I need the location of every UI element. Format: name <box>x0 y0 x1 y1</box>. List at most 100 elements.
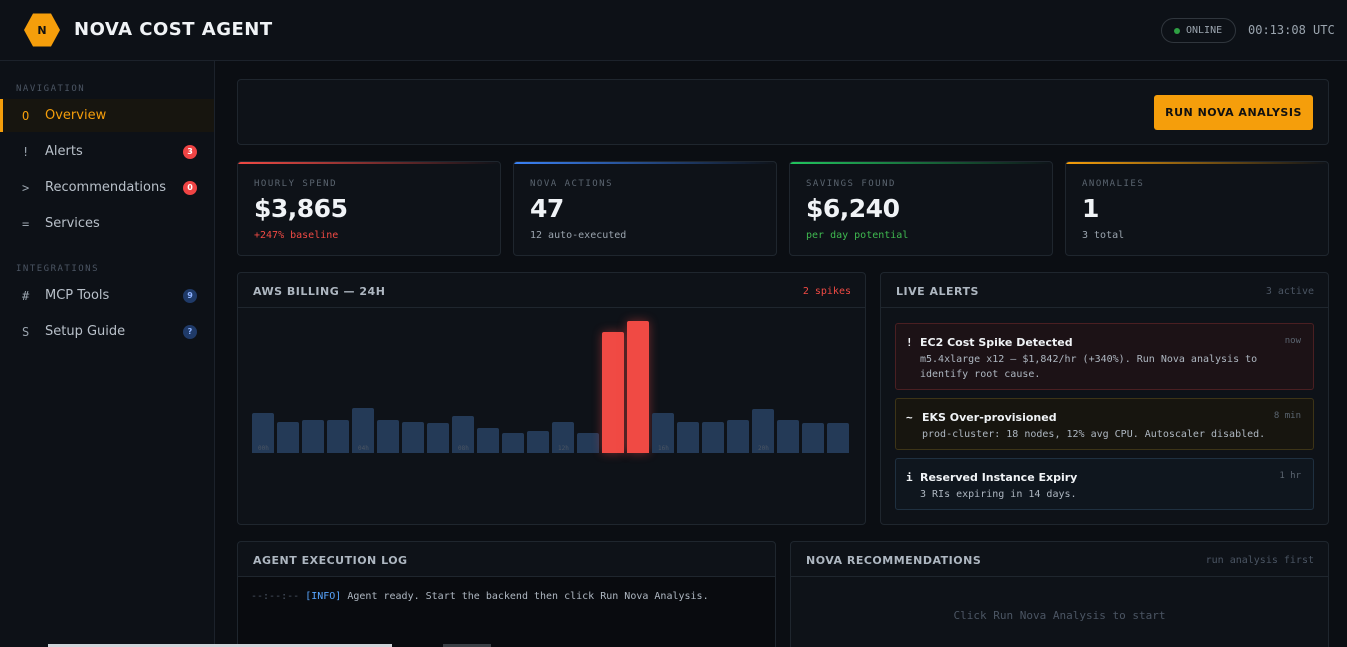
billing-bar[interactable] <box>577 433 599 453</box>
stat-accent-bar <box>1066 162 1328 164</box>
app-title: NOVA COST AGENT <box>74 19 273 40</box>
services-icon: = <box>22 216 30 231</box>
billing-bar[interactable] <box>477 428 499 453</box>
billing-bar[interactable] <box>702 422 724 453</box>
billing-bar[interactable] <box>352 408 374 453</box>
alert-body: m5.4xlarge x12 — $1,842/hr (+340%). Run … <box>920 354 1258 380</box>
billing-bar[interactable] <box>827 423 849 453</box>
billing-bar[interactable] <box>452 416 474 453</box>
billing-bar[interactable] <box>302 420 324 453</box>
horizontal-scrollbar[interactable] <box>48 644 392 647</box>
tilde-icon: ~ <box>906 411 913 424</box>
log-console[interactable]: --:--:-- [INFO] Agent ready. Start the b… <box>238 577 775 647</box>
billing-bar[interactable] <box>727 420 749 453</box>
panel-title: AGENT EXECUTION LOG <box>253 554 408 567</box>
stat-label: HOURLY SPEND <box>254 179 338 189</box>
x-tick-label: 04h <box>358 445 369 452</box>
mcp-tools-icon: # <box>22 288 30 303</box>
billing-bar[interactable] <box>752 409 774 453</box>
spike-bar[interactable] <box>602 332 624 453</box>
alert-body: 3 RIs expiring in 14 days. <box>920 489 1077 500</box>
log-level: [INFO] <box>305 591 342 602</box>
divider <box>238 576 775 577</box>
overview-icon: O <box>22 108 30 123</box>
stat-card-savings-found: SAVINGS FOUND $6,240 per day potential <box>789 161 1053 256</box>
panel-title: LIVE ALERTS <box>896 285 979 298</box>
divider <box>791 576 1328 577</box>
alert-item-ri-expiry[interactable]: i Reserved Instance Expiry 1 hr 3 RIs ex… <box>895 458 1314 510</box>
billing-bar[interactable] <box>427 423 449 453</box>
billing-bar[interactable] <box>777 420 799 453</box>
log-entry: --:--:-- [INFO] Agent ready. Start the b… <box>251 591 709 602</box>
action-bar: RUN NOVA ANALYSIS <box>237 79 1329 145</box>
recommendations-icon: > <box>22 180 30 195</box>
stat-accent-bar <box>514 162 776 164</box>
empty-state: Click Run Nova Analysis to start <box>953 609 1166 622</box>
billing-bar[interactable] <box>377 420 399 453</box>
x-tick-label: 12h <box>558 445 569 452</box>
billing-bar[interactable] <box>402 422 424 453</box>
alert-body: prod-cluster: 18 nodes, 12% avg CPU. Aut… <box>922 429 1266 440</box>
sidebar-item-label: Setup Guide <box>45 324 126 339</box>
scrollbar-thumb[interactable] <box>443 644 491 647</box>
divider <box>881 307 1328 308</box>
billing-bar[interactable] <box>802 423 824 453</box>
alert-item-ec2-spike[interactable]: ! EC2 Cost Spike Detected now m5.4xlarge… <box>895 323 1314 390</box>
info-icon: i <box>906 471 913 484</box>
log-timestamp: --:--:-- <box>251 591 300 602</box>
nova-recommendations-panel: NOVA RECOMMENDATIONS run analysis first … <box>790 541 1329 647</box>
billing-bar[interactable] <box>277 422 299 453</box>
alert-title: Reserved Instance Expiry <box>920 471 1078 484</box>
stat-label: SAVINGS FOUND <box>806 179 896 189</box>
panel-title: NOVA RECOMMENDATIONS <box>806 554 982 567</box>
stat-value: $3,865 <box>254 194 348 223</box>
x-tick-label: 08h <box>458 445 469 452</box>
alert-time: now <box>1284 336 1301 346</box>
sidebar-item-mcp-tools[interactable]: # MCP Tools 9 <box>0 279 214 312</box>
sidebar-item-services[interactable]: = Services <box>0 207 214 240</box>
sidebar: NAVIGATION O Overview ! Alerts 3 > Recom… <box>0 61 215 647</box>
billing-bar[interactable] <box>527 431 549 453</box>
setup-guide-icon: S <box>22 324 30 339</box>
sidebar-item-alerts[interactable]: ! Alerts 3 <box>0 135 214 168</box>
alert-time: 1 hr <box>1279 471 1301 481</box>
alert-title: EKS Over-provisioned <box>922 411 1057 424</box>
log-message: Agent ready. Start the backend then clic… <box>347 591 709 602</box>
sidebar-item-label: Alerts <box>45 144 83 159</box>
billing-bar[interactable] <box>252 413 274 453</box>
stat-accent-bar <box>238 162 500 164</box>
divider <box>238 307 865 308</box>
stat-sub: 12 auto-executed <box>530 230 627 241</box>
run-nova-analysis-button[interactable]: RUN NOVA ANALYSIS <box>1154 95 1313 130</box>
billing-bar[interactable] <box>502 433 524 453</box>
alert-item-eks-overprovisioned[interactable]: ~ EKS Over-provisioned 8 min prod-cluste… <box>895 398 1314 450</box>
sidebar-item-label: Services <box>45 216 100 231</box>
integrations-heading: INTEGRATIONS <box>16 264 100 274</box>
recommendations-meta: run analysis first <box>1205 555 1314 566</box>
stat-label: NOVA ACTIONS <box>530 179 614 189</box>
stat-value: $6,240 <box>806 194 900 223</box>
setup-guide-badge: ? <box>183 324 197 339</box>
alerts-icon: ! <box>22 144 30 159</box>
nav-heading: NAVIGATION <box>16 84 86 94</box>
app-header: N NOVA COST AGENT ONLINE 00:13:08 UTC <box>0 0 1347 61</box>
billing-bar[interactable] <box>327 420 349 453</box>
stat-card-hourly-spend: HOURLY SPEND $3,865 +247% baseline <box>237 161 501 256</box>
stat-card-anomalies: ANOMALIES 1 3 total <box>1065 161 1329 256</box>
x-tick-label: 20h <box>758 445 769 452</box>
active-count: 3 active <box>1265 286 1314 297</box>
billing-bar[interactable] <box>652 413 674 453</box>
stat-value: 47 <box>530 194 564 223</box>
sidebar-item-setup-guide[interactable]: S Setup Guide ? <box>0 315 214 348</box>
sidebar-item-recommendations[interactable]: > Recommendations 0 <box>0 171 214 204</box>
sidebar-item-overview[interactable]: O Overview <box>0 99 214 132</box>
spike-bar[interactable] <box>627 321 649 453</box>
billing-bar[interactable] <box>552 422 574 453</box>
sidebar-item-label: Overview <box>45 108 107 123</box>
stat-value: 1 <box>1082 194 1099 223</box>
billing-bar[interactable] <box>677 422 699 453</box>
spike-count: 2 spikes <box>802 286 851 297</box>
recommendations-count-badge: 0 <box>183 180 197 195</box>
alerts-count-badge: 3 <box>183 144 197 159</box>
sidebar-item-label: Recommendations <box>45 180 167 195</box>
